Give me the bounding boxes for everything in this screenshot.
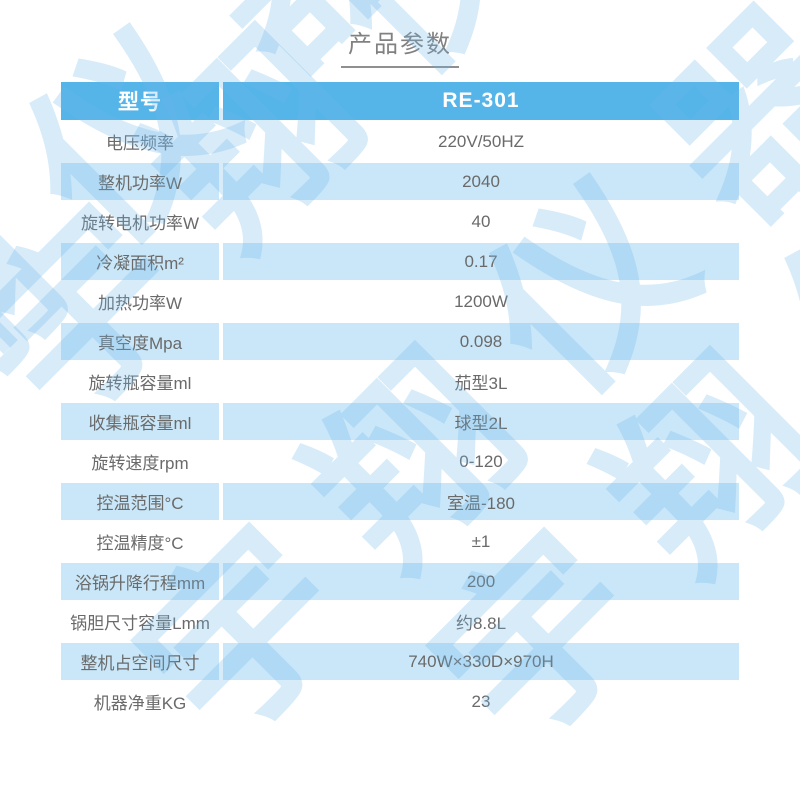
param-row: 锅胆尺寸容量Lmm 约8.8L [61,602,739,642]
param-value: 2040 [223,162,739,202]
param-value: 200 [223,562,739,602]
param-value: ±1 [223,522,739,562]
param-row: 整机功率W 2040 [61,162,739,202]
param-value: 茄型3L [223,362,739,402]
param-label: 浴锅升降行程mm [61,562,219,602]
param-row: 整机占空间尺寸 740W×330D×970H [61,642,739,682]
param-label: 锅胆尺寸容量Lmm [61,602,219,642]
param-value: 约8.8L [223,602,739,642]
header-model-value: RE-301 [223,82,739,122]
param-row: 电压频率 220V/50HZ [61,122,739,162]
param-value: 球型2L [223,402,739,442]
param-label: 旋转电机功率W [61,202,219,242]
param-label: 旋转瓶容量ml [61,362,219,402]
param-label: 加热功率W [61,282,219,322]
param-label: 冷凝面积m² [61,242,219,282]
param-label: 旋转速度rpm [61,442,219,482]
param-row: 旋转电机功率W 40 [61,202,739,242]
param-row: 控温范围°C 室温-180 [61,482,739,522]
param-row: 旋转速度rpm 0-120 [61,442,739,482]
page-title: 产品参数 [348,31,452,58]
param-value: 0-120 [223,442,739,482]
param-label: 真空度Mpa [61,322,219,362]
param-row: 控温精度°C ±1 [61,522,739,562]
param-row: 真空度Mpa 0.098 [61,322,739,362]
param-value: 0.098 [223,322,739,362]
spec-table-body: 电压频率 220V/50HZ 整机功率W 2040 旋转电机功率W 40 冷凝面… [61,122,739,722]
param-label: 整机功率W [61,162,219,202]
param-row: 浴锅升降行程mm 200 [61,562,739,602]
title-block: 产品参数 [0,24,800,68]
param-row: 收集瓶容量ml 球型2L [61,402,739,442]
param-value: 740W×330D×970H [223,642,739,682]
header-model-label: 型号 [61,82,219,122]
param-label: 电压频率 [61,122,219,162]
param-label: 控温精度°C [61,522,219,562]
param-value: 40 [223,202,739,242]
param-label: 控温范围°C [61,482,219,522]
spec-table: 型号 RE-301 电压频率 220V/50HZ 整机功率W 2040 旋转电机… [61,82,739,722]
param-row: 冷凝面积m² 0.17 [61,242,739,282]
param-value: 220V/50HZ [223,122,739,162]
param-row: 旋转瓶容量ml 茄型3L [61,362,739,402]
title-underline [341,66,459,68]
param-label: 收集瓶容量ml [61,402,219,442]
table-header-row: 型号 RE-301 [61,82,739,122]
param-row: 加热功率W 1200W [61,282,739,322]
param-value: 0.17 [223,242,739,282]
param-value: 1200W [223,282,739,322]
param-label: 整机占空间尺寸 [61,642,219,682]
param-value: 室温-180 [223,482,739,522]
param-value: 23 [223,682,739,722]
param-label: 机器净重KG [61,682,219,722]
param-row: 机器净重KG 23 [61,682,739,722]
